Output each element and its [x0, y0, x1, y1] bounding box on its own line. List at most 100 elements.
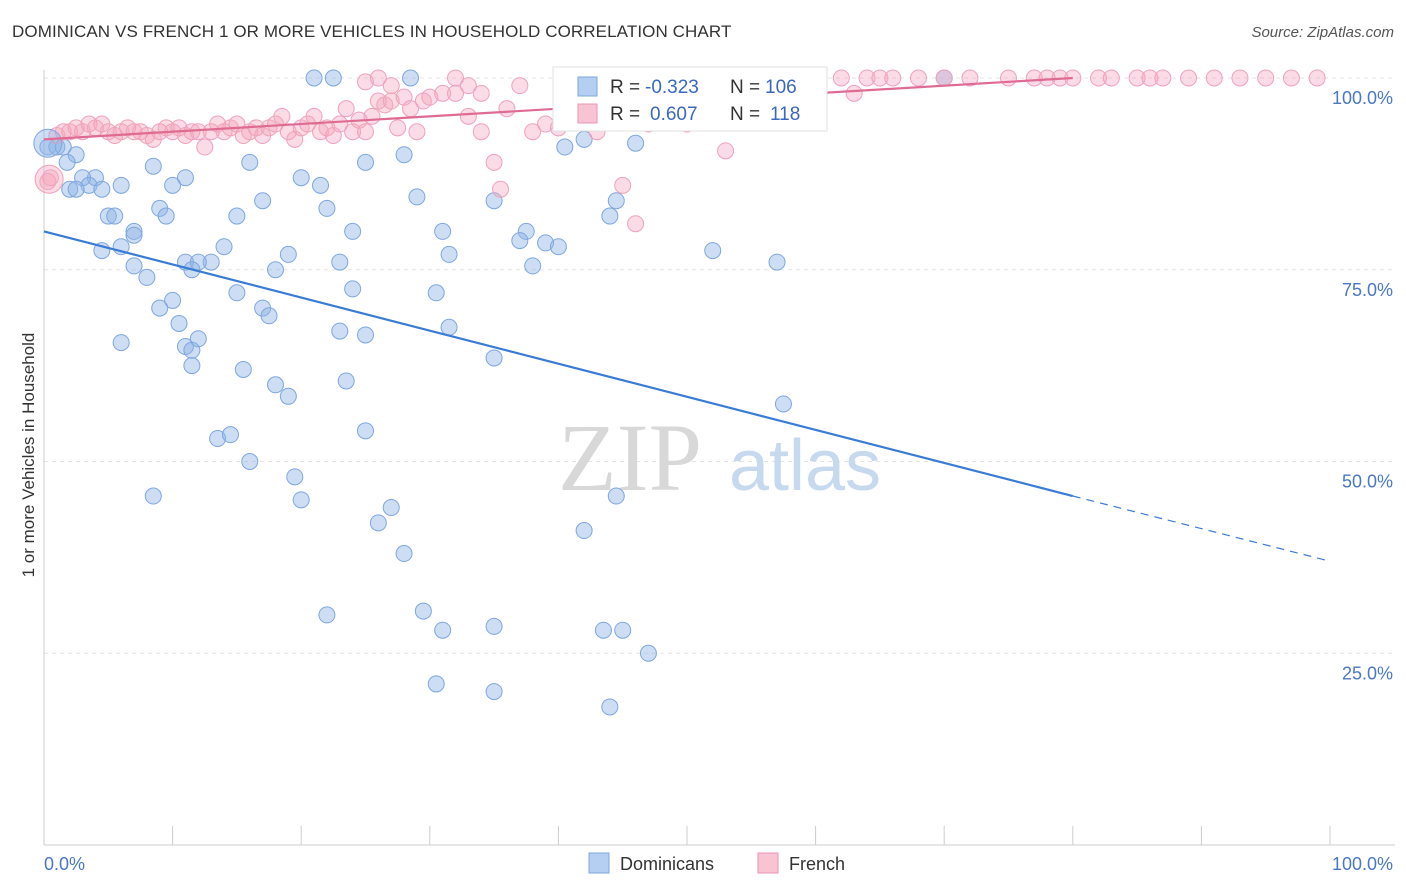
point-french-102	[1090, 69, 1108, 87]
point-dominicans-15	[241, 153, 259, 171]
trend-line-0	[43, 230, 1074, 498]
source-label: Source: ZipAtlas.com	[1251, 24, 1394, 41]
legend-r-label-1: R =	[610, 104, 640, 125]
point-dominicans-68	[414, 602, 432, 620]
point-french-61	[434, 84, 452, 102]
point-dominicans-57	[209, 429, 227, 447]
point-french-117	[369, 69, 387, 87]
watermark: ZIP atlas	[558, 404, 881, 511]
point-dominicans-19	[125, 222, 143, 240]
legend-swatch-french	[577, 103, 598, 124]
point-dominicans-39	[266, 261, 284, 279]
point-dominicans-81	[517, 222, 535, 240]
point-dominicans-98	[556, 138, 574, 156]
point-dominicans-18	[106, 207, 124, 225]
point-dominicans-89	[395, 146, 413, 164]
point-dominicans-71	[427, 675, 445, 693]
point-dominicans-69	[434, 621, 452, 639]
trend-line-dashed-0	[1072, 495, 1331, 562]
point-dominicans-103	[768, 253, 786, 271]
point-french-50	[357, 123, 374, 141]
point-dominicans-82	[537, 234, 555, 252]
y-tick-labels: 25.0% 50.0% 75.0% 100.0%	[1332, 88, 1393, 683]
x-tick-label-right: 100.0%	[1332, 854, 1393, 874]
point-dominicans-78	[427, 284, 445, 302]
point-dominicans-45	[260, 307, 278, 325]
point-dominicans-64	[382, 499, 400, 517]
point-dominicans-58	[221, 426, 239, 444]
point-french-54	[382, 92, 400, 110]
legend-r-value-1: 0.607	[650, 104, 698, 125]
point-dominicans-7	[80, 176, 98, 194]
point-dominicans-66	[395, 545, 413, 563]
point-dominicans-31	[254, 192, 272, 210]
point-french-37	[273, 107, 291, 125]
point-french-107	[1180, 69, 1198, 87]
legend-n-label-1: N =	[730, 104, 760, 125]
point-dominicans-74	[614, 621, 632, 639]
point-french-85	[717, 142, 735, 160]
point-french-103	[1102, 69, 1120, 87]
point-dominicans-77	[344, 280, 362, 298]
point-french-large	[34, 164, 64, 194]
point-french-91	[858, 69, 876, 87]
point-dominicans-59	[241, 453, 259, 470]
point-dominicans-88	[408, 188, 426, 206]
point-dominicans-100	[575, 522, 593, 540]
data-points	[33, 69, 1326, 716]
point-french-90	[845, 84, 863, 102]
bottom-legend: Dominicans French	[588, 852, 845, 874]
point-dominicans-17	[99, 207, 117, 225]
point-french-25	[196, 138, 214, 156]
legend-r-value-0: -0.323	[645, 77, 699, 98]
point-french-58	[408, 123, 426, 141]
point-dominicans-70	[485, 617, 503, 635]
legend-n-value-0: 106	[765, 77, 797, 98]
point-french-93	[884, 69, 902, 87]
point-dominicans-21	[125, 226, 143, 244]
legend-n-value-1: 118	[770, 104, 800, 125]
point-dominicans-29	[138, 268, 156, 286]
point-french-95	[935, 69, 953, 87]
point-dominicans-34	[318, 199, 336, 217]
watermark-zip: ZIP	[558, 404, 702, 511]
point-dominicans-73	[594, 621, 612, 639]
point-dominicans-80	[485, 349, 503, 367]
point-dominicans-55	[279, 387, 297, 405]
point-french-69	[524, 123, 542, 141]
point-dominicans-56	[337, 372, 355, 390]
point-dominicans-61	[286, 468, 304, 486]
point-french-105	[1141, 69, 1159, 87]
point-french-118	[382, 77, 400, 95]
point-dominicans-12	[144, 157, 162, 175]
point-french-89	[832, 69, 850, 87]
point-dominicans-79	[440, 318, 458, 336]
point-dominicans-60	[357, 422, 374, 440]
point-dominicans-14	[164, 176, 182, 194]
point-dominicans-40	[228, 284, 246, 302]
point-dominicans-63	[144, 487, 162, 505]
point-french-64	[472, 123, 490, 141]
point-french-108	[1205, 69, 1223, 87]
point-dominicans-48	[112, 334, 130, 352]
point-dominicans-41	[164, 291, 182, 309]
point-french-60	[421, 88, 439, 106]
point-french-94	[909, 69, 927, 87]
point-french-63	[459, 107, 477, 125]
legend-r-label-0: R =	[610, 77, 640, 98]
point-dominicans-90	[357, 153, 374, 171]
legend-swatch-dominicans	[577, 76, 598, 97]
axes	[43, 70, 1395, 846]
point-french-65	[485, 153, 503, 171]
point-french-114	[459, 77, 477, 95]
point-dominicans-37	[215, 238, 233, 256]
point-french-116	[357, 73, 374, 91]
point-dominicans-101	[607, 487, 625, 505]
point-dominicans-43	[170, 314, 188, 332]
bottom-legend-french: French	[789, 854, 845, 874]
point-dominicans-30	[228, 207, 246, 225]
point-dominicans-46	[331, 322, 349, 340]
point-dominicans-95	[601, 207, 619, 225]
point-dominicans-52	[183, 357, 201, 375]
point-dominicans-86	[434, 222, 452, 240]
